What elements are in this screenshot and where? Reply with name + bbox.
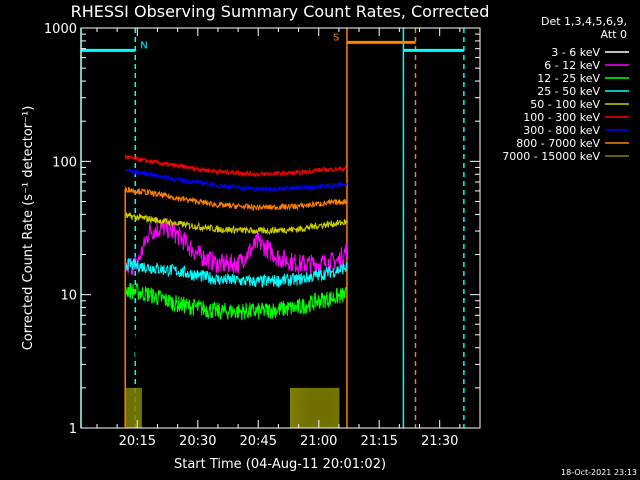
series-line: [124, 257, 348, 289]
y-tick-label: 1000: [44, 22, 77, 37]
legend-label-3-6-kev: 3 - 6 keV: [551, 46, 600, 59]
series-12-25-kev: [124, 282, 348, 321]
series-50-100-kev: [124, 211, 348, 235]
series-line: [124, 207, 348, 364]
legend-header-attenuator: Att 0: [601, 28, 627, 41]
series-300-800-kev: [125, 167, 348, 193]
series-line: [124, 211, 348, 235]
x-tick-label: 20:30: [179, 434, 216, 449]
legend-label-300-800-kev: 300 - 800 keV: [523, 124, 600, 137]
series-25-50-kev: [124, 257, 348, 289]
series-100-300-kev: [124, 154, 348, 178]
legend-label-25-50-kev: 25 - 50 keV: [537, 85, 600, 98]
x-tick-label: 20:45: [240, 434, 277, 449]
x-tick-label: 21:30: [421, 434, 458, 449]
series-6-12-kev: [124, 218, 348, 275]
x-tick-label: 21:15: [360, 434, 397, 449]
legend-label-12-25-kev: 12 - 25 keV: [537, 72, 600, 85]
series-line: [125, 167, 348, 193]
x-tick-label: 21:00: [300, 434, 337, 449]
legend-label-7000-15000-kev: 7000 - 15000 keV: [502, 150, 600, 163]
legend-label-6-12-kev: 6 - 12 keV: [544, 59, 600, 72]
timestamp: 18-Oct-2021 23:13: [561, 468, 637, 477]
plot-frame: [80, 27, 481, 429]
y-tick-label: 10: [60, 289, 77, 304]
legend-label-50-100-kev: 50 - 100 keV: [530, 98, 600, 111]
series-line: [124, 186, 348, 212]
y-tick-label: 100: [52, 155, 77, 170]
chart-title: RHESSI Observing Summary Count Rates, Co…: [71, 2, 490, 21]
series-line: [124, 218, 348, 275]
x-axis-label: Start Time (04-Aug-11 20:01:02): [174, 457, 386, 472]
x-tick-label: 20:15: [119, 434, 156, 449]
series-3-6-kev: [124, 207, 348, 364]
series-line: [124, 154, 348, 178]
series-line: [124, 282, 348, 321]
series-800-7000-kev: [124, 186, 348, 212]
y-axis-label: Corrected Count Rate (s⁻¹ detector⁻¹): [21, 106, 36, 351]
legend-label-800-7000-kev: 800 - 7000 keV: [516, 137, 600, 150]
y-tick-label: 1: [69, 422, 77, 437]
interval-label: N: [140, 40, 147, 51]
legend-label-100-300-kev: 100 - 300 keV: [523, 111, 600, 124]
series-7000-15000-kev: [124, 387, 340, 428]
legend-header-detectors: Det 1,3,4,5,6,9,: [541, 15, 627, 28]
interval-label: S: [333, 32, 339, 43]
plot-area: NS: [80, 28, 465, 428]
